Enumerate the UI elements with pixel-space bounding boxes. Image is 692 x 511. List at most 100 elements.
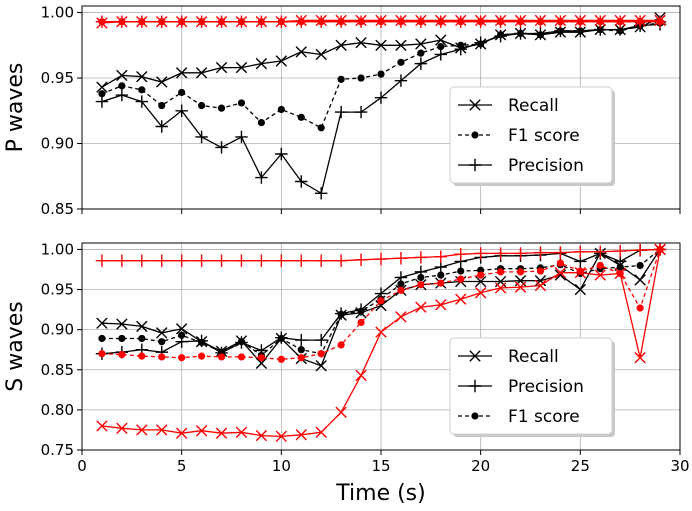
series-recall-red- [96, 243, 666, 443]
data-point [95, 95, 109, 108]
data-point [215, 61, 228, 74]
data-point [474, 15, 487, 28]
data-point [337, 341, 345, 349]
data-point [397, 286, 405, 294]
y-axis-label: S waves [3, 301, 28, 391]
data-point [354, 105, 368, 119]
data-point [235, 61, 248, 74]
data-point [616, 263, 624, 271]
data-point [497, 268, 505, 276]
data-point [195, 67, 208, 79]
data-point [98, 350, 106, 358]
data-point [198, 338, 206, 347]
data-point [135, 254, 148, 267]
x-tick-label: 15 [371, 457, 390, 475]
data-point [155, 15, 168, 28]
data-point [355, 369, 367, 382]
data-point [653, 15, 667, 28]
data-point [175, 254, 188, 267]
data-point [136, 71, 148, 83]
series-f1-score-red- [98, 245, 664, 363]
y-tick-label: 0.75 [41, 441, 74, 459]
data-point [155, 120, 168, 133]
data-point [457, 267, 465, 275]
data-point [394, 252, 408, 265]
legend-marker [468, 158, 482, 172]
data-point [437, 43, 445, 51]
data-point [377, 70, 385, 78]
data-point [155, 254, 168, 267]
data-point [334, 105, 348, 119]
data-point [295, 46, 307, 58]
data-point [255, 171, 268, 184]
data-point [295, 15, 308, 28]
legend: Recall Precision F1 score [449, 337, 615, 437]
data-point [297, 113, 305, 121]
data-point [516, 268, 525, 276]
y-tick-label: 0.85 [41, 361, 74, 379]
data-point [554, 269, 567, 281]
data-point [435, 34, 447, 46]
data-point [474, 287, 487, 299]
x-tick-label: 0 [77, 457, 87, 475]
data-point [96, 317, 108, 329]
data-point [554, 15, 567, 28]
data-point [554, 246, 567, 259]
x-tick-label: 5 [177, 457, 187, 475]
data-point [357, 74, 365, 82]
data-point [614, 15, 627, 28]
data-point [135, 15, 148, 28]
data-point [297, 354, 305, 362]
data-point [315, 15, 328, 28]
data-point [394, 74, 408, 87]
x-tick-label: 25 [571, 457, 590, 475]
y-tick-label: 1.00 [41, 240, 74, 258]
data-point [275, 55, 288, 67]
data-point [454, 248, 467, 261]
data-point [576, 267, 584, 275]
data-point [375, 299, 387, 312]
data-point [375, 326, 387, 338]
data-point [175, 427, 188, 439]
data-point [175, 67, 188, 79]
data-point [136, 424, 148, 436]
data-point [335, 39, 347, 51]
data-point [178, 354, 186, 362]
data-point [574, 245, 587, 259]
y-tick-label: 0.90 [41, 321, 74, 339]
legend-box [449, 337, 613, 435]
data-point [95, 15, 109, 28]
data-point [195, 254, 208, 267]
y-tick-label: 0.80 [41, 401, 74, 419]
data-point [195, 130, 208, 144]
data-point [634, 274, 646, 286]
data-point [315, 254, 328, 267]
data-point [417, 49, 425, 57]
data-point [514, 15, 527, 28]
data-point [417, 273, 425, 282]
data-point [434, 260, 447, 274]
series-recall [96, 12, 666, 93]
legend-label: Recall [508, 96, 559, 116]
data-point [195, 15, 208, 28]
data-point [414, 57, 428, 70]
data-point [98, 90, 106, 98]
legend-box [449, 86, 613, 184]
data-point [156, 327, 168, 339]
data-point [636, 304, 644, 312]
data-point [474, 36, 487, 49]
data-point [195, 425, 208, 437]
data-point [255, 254, 268, 267]
data-point [455, 293, 467, 305]
data-point [136, 320, 148, 333]
x-tick-label: 30 [670, 457, 689, 475]
legend: Recall F1 score Precision [449, 86, 615, 186]
data-point [594, 245, 607, 259]
data-point [156, 76, 168, 88]
data-point [158, 101, 166, 110]
data-point [315, 333, 328, 347]
data-point [514, 281, 527, 293]
data-point [417, 281, 425, 289]
data-point [255, 57, 268, 70]
